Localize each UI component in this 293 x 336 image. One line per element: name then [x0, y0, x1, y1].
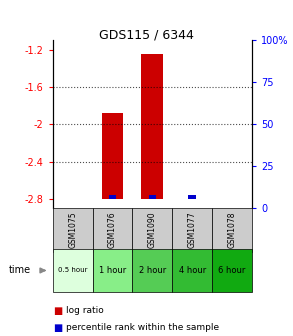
Text: GSM1075: GSM1075 [68, 212, 77, 249]
Text: GSM1077: GSM1077 [188, 212, 197, 249]
Text: time: time [9, 265, 31, 276]
Text: ■: ■ [53, 323, 62, 333]
Bar [188, 195, 196, 199]
Text: percentile rank within the sample: percentile rank within the sample [66, 323, 219, 332]
Text: 1 hour: 1 hour [99, 266, 126, 275]
Text: ■: ■ [53, 306, 62, 316]
Text: GSM1078: GSM1078 [228, 212, 236, 248]
Text: GSM1076: GSM1076 [108, 212, 117, 249]
Bar [142, 54, 163, 199]
Bar [109, 195, 116, 199]
Text: log ratio: log ratio [66, 306, 104, 315]
Bar [102, 113, 123, 199]
Text: GSM1090: GSM1090 [148, 212, 157, 249]
Text: GDS115 / 6344: GDS115 / 6344 [99, 29, 194, 42]
Bar [149, 195, 156, 199]
Text: 4 hour: 4 hour [178, 266, 206, 275]
Text: 2 hour: 2 hour [139, 266, 166, 275]
Text: 6 hour: 6 hour [218, 266, 246, 275]
Text: 0.5 hour: 0.5 hour [58, 267, 87, 274]
